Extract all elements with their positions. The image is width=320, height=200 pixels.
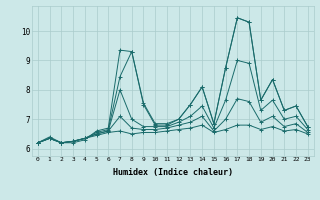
X-axis label: Humidex (Indice chaleur): Humidex (Indice chaleur) xyxy=(113,168,233,177)
